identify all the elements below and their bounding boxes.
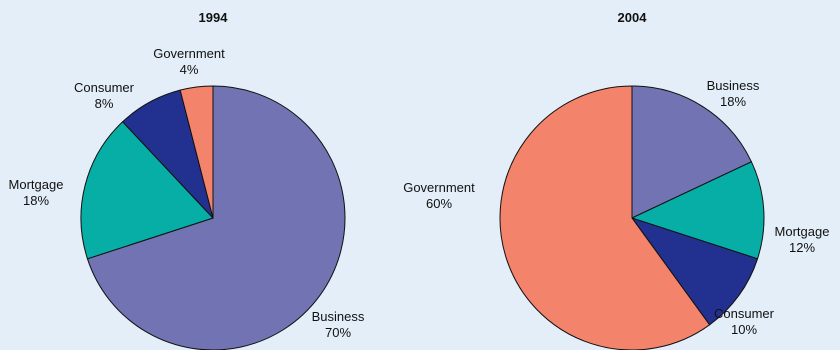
slice-2004-mortgage — [630, 161, 765, 260]
slice-label-2004-business: Business 18% — [707, 78, 760, 109]
slice-value-2004-mortgage: 12% — [789, 240, 815, 255]
slice-label-1994-mortgage: Mortgage 18% — [9, 177, 64, 208]
slice-name-1994-business: Business — [312, 309, 365, 324]
pie-chart-1994: 1994 Business 70% Mortgage 18% Consumer 8% Gov… — [9, 10, 365, 350]
slice-2004-business — [631, 85, 753, 219]
slice-1994-mortgage — [80, 121, 214, 260]
slice-2004-government — [499, 85, 711, 350]
slice-label-1994-consumer: Consumer 8% — [74, 80, 135, 111]
slice-value-1994-mortgage: 18% — [23, 193, 49, 208]
slice-value-2004-consumer: 10% — [731, 322, 757, 337]
slice-1994-government — [179, 85, 214, 219]
slice-value-2004-business: 18% — [720, 94, 746, 109]
slice-value-1994-business: 70% — [325, 325, 351, 340]
slice-name-1994-consumer: Consumer — [74, 80, 135, 95]
slice-label-2004-mortgage: Mortgage 12% — [775, 224, 830, 255]
slice-label-1994-government: Government 4% — [153, 46, 225, 77]
slice-name-2004-business: Business — [707, 78, 760, 93]
chart-title-1994: 1994 — [199, 10, 229, 25]
slice-value-2004-government: 60% — [426, 196, 452, 211]
pie-chart-2004: 2004 Business 18% Mortgage 12% Consumer 10% Go… — [403, 10, 829, 350]
slice-label-1994-business: Business 70% — [312, 309, 365, 340]
slice-name-2004-consumer: Consumer — [714, 306, 775, 321]
slice-name-1994-government: Government — [153, 46, 225, 61]
slice-name-2004-government: Government — [403, 180, 475, 195]
slice-value-1994-consumer: 8% — [95, 96, 114, 111]
slice-name-1994-mortgage: Mortgage — [9, 177, 64, 192]
chart-title-2004: 2004 — [618, 10, 648, 25]
slice-name-2004-mortgage: Mortgage — [775, 224, 830, 239]
slice-value-1994-government: 4% — [180, 62, 199, 77]
slice-label-2004-consumer: Consumer 10% — [714, 306, 775, 337]
slice-label-2004-government: Government 60% — [403, 180, 475, 211]
slice-1994-business — [86, 85, 346, 350]
slice-2004-consumer — [630, 217, 759, 326]
